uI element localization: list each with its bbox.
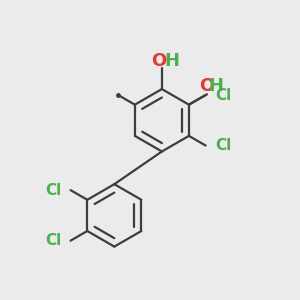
Text: H: H	[208, 77, 224, 95]
Text: O: O	[199, 77, 214, 95]
Text: Cl: Cl	[45, 233, 61, 248]
Text: Cl: Cl	[45, 183, 61, 198]
Text: H: H	[164, 52, 179, 70]
Text: O: O	[151, 52, 166, 70]
Text: Cl: Cl	[215, 138, 231, 153]
Text: Cl: Cl	[215, 88, 231, 103]
